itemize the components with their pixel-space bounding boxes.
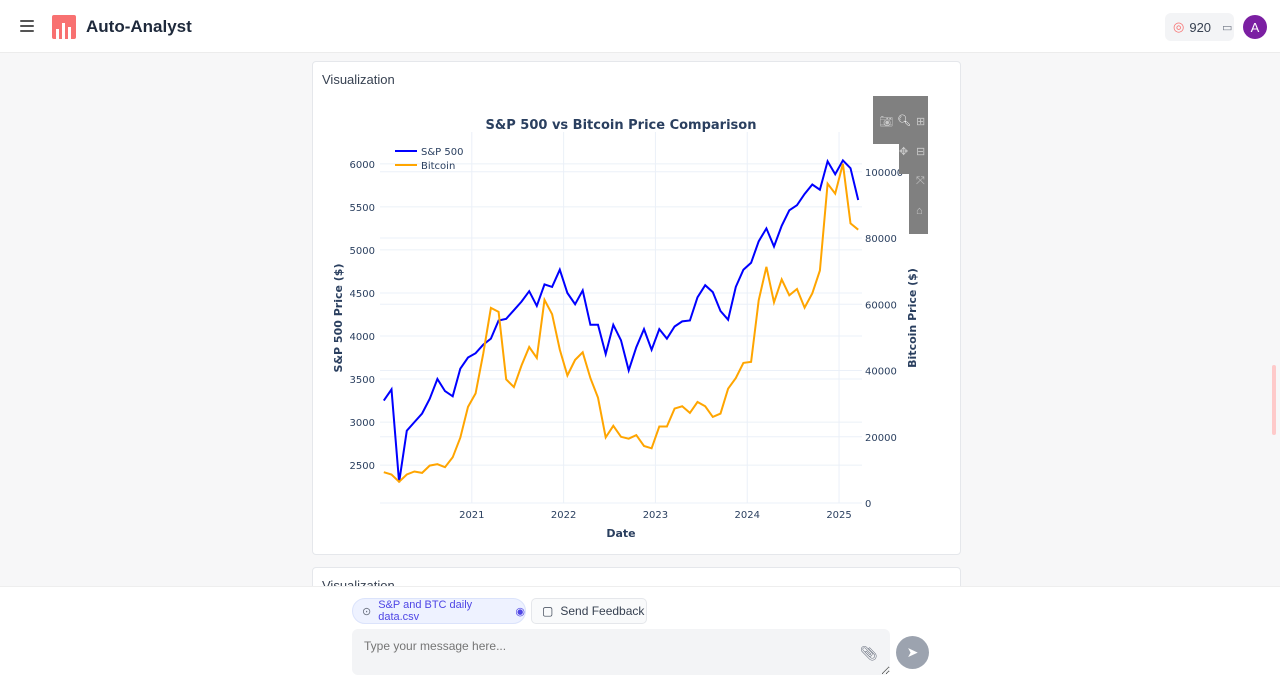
file-name: S&P and BTC daily data.csv <box>378 599 473 623</box>
credits-button[interactable]: ◎ 920 ▭ <box>1165 13 1234 41</box>
modebar-part <box>899 144 909 174</box>
coins-icon: ◎ <box>1173 19 1185 34</box>
paperclip-icon[interactable]: 📎︎ <box>860 645 878 661</box>
y2-tick-label: 40000 <box>865 367 897 378</box>
zoom-in-icon[interactable]: ⊞ <box>916 116 926 128</box>
y-tick-label: 4000 <box>350 332 375 343</box>
y-tick-label: 5000 <box>350 246 375 257</box>
avatar[interactable]: A <box>1243 15 1267 39</box>
y2-tick-label: 0 <box>865 499 871 510</box>
hamburger-menu-icon[interactable] <box>20 20 34 32</box>
chart: 2500300035004000450050005500600002000040… <box>332 118 919 540</box>
app-name: Auto-Analyst <box>86 17 192 36</box>
x-tick-label: 2021 <box>459 510 484 521</box>
camera-icon[interactable]: 📷︎ <box>879 116 893 128</box>
autoscale-icon[interactable]: ⤧ <box>916 175 925 187</box>
x-tick-label: 2025 <box>826 510 851 521</box>
x-tick-label: 2022 <box>551 510 576 521</box>
pan-icon[interactable]: ✥ <box>899 146 909 158</box>
file-chip[interactable]: ⊙ S&P and BTC daily data.csv ◉ <box>352 598 526 624</box>
send-icon: ➤ <box>906 644 919 660</box>
y2-tick-label: 60000 <box>865 300 897 311</box>
y-tick-label: 3000 <box>350 418 375 429</box>
y-tick-label: 2500 <box>350 461 375 472</box>
eye-icon[interactable]: ◉ <box>515 605 525 618</box>
card-title: Visualization <box>322 72 395 87</box>
feedback-label: Send Feedback <box>560 604 645 618</box>
modebar-column <box>909 144 928 234</box>
visualization-card: Visualization 2500 3000 3500 4000 4500 5000 55… <box>312 61 961 555</box>
y-tick-label: 4500 <box>350 289 375 300</box>
y-tick-label: 5500 <box>350 203 375 214</box>
card-icon: ▭ <box>1222 21 1233 34</box>
y-axis-label: S&P 500 Price ($) <box>332 264 345 373</box>
series-line-bitcoin <box>383 163 859 484</box>
y2-tick-label: 20000 <box>865 433 897 444</box>
send-button[interactable]: ➤ <box>896 636 929 669</box>
chart-title: S&P 500 vs Bitcoin Price Comparison <box>486 118 757 133</box>
x-tick-label: 2024 <box>735 510 760 521</box>
home-icon[interactable]: ⌂ <box>916 205 923 217</box>
send-feedback-button[interactable]: ▢ Send Feedback <box>531 598 647 624</box>
y2-axis-label: Bitcoin Price ($) <box>906 268 919 368</box>
y2-tick-label: 80000 <box>865 234 897 245</box>
zoom-out-icon[interactable]: ⊟ <box>916 146 926 158</box>
message-icon: ▢ <box>542 604 554 618</box>
top-bar: Auto-Analyst ◎ 920 ▭ A <box>0 0 1280 53</box>
x-tick-label: 2023 <box>643 510 668 521</box>
legend-label: S&P 500 <box>421 147 463 158</box>
y2-tick-label: 100000 <box>865 168 903 179</box>
check-circle-icon: ⊙ <box>362 605 372 618</box>
series-line-sp500 <box>382 158 860 483</box>
y-tick-label: 6000 <box>350 160 375 171</box>
zoom-icon[interactable]: 🔍︎ <box>897 115 911 127</box>
y-tick-label: 3500 <box>350 375 375 386</box>
x-axis-label: Date <box>606 527 635 540</box>
legend-label: Bitcoin <box>421 161 455 172</box>
logo-icon <box>52 15 76 39</box>
modebar <box>873 96 928 144</box>
scrollbar[interactable] <box>1272 365 1276 435</box>
credits-count: 920 <box>1189 19 1212 35</box>
message-input[interactable] <box>352 629 890 675</box>
